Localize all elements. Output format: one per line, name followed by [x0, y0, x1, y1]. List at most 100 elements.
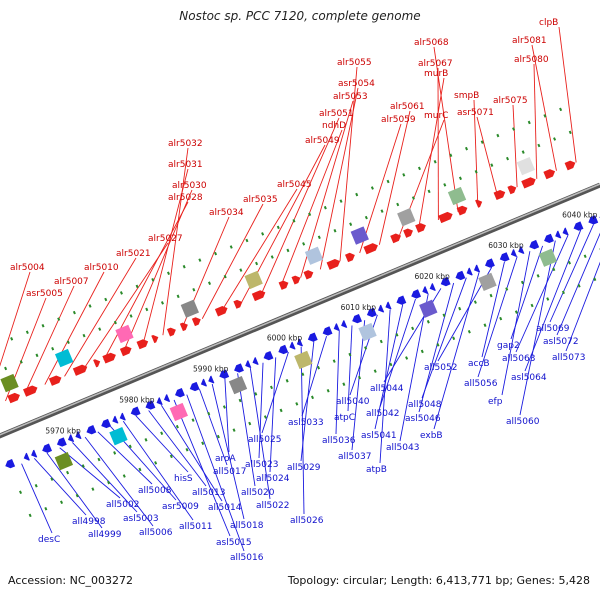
track-dot: [527, 120, 531, 125]
reverse-gene-arrow: [296, 338, 303, 347]
track-dot: [473, 300, 477, 304]
gene-label-forward: alr5055: [337, 58, 372, 68]
track-dot: [276, 225, 280, 230]
track-dot: [512, 127, 516, 131]
track-dot: [474, 169, 478, 174]
track-dot: [285, 379, 289, 383]
leader-line: [97, 431, 153, 485]
track-dot: [358, 375, 362, 380]
track-dot: [60, 500, 64, 504]
forward-gene-arrow: [326, 258, 341, 270]
gene-label-forward: alr5028: [168, 193, 203, 203]
track-dot: [480, 140, 484, 144]
reverse-gene-arrow: [208, 375, 215, 384]
track-dot: [4, 366, 8, 371]
cog-box: [478, 272, 497, 292]
leader-line: [269, 357, 277, 473]
track-dot: [326, 388, 330, 393]
track-dot: [248, 421, 252, 426]
gene-label-forward: asr5071: [457, 108, 494, 118]
forward-gene-arrow: [102, 352, 116, 364]
track-dot: [50, 477, 54, 481]
leader-line: [549, 224, 594, 323]
gene-label-reverse: all5024: [256, 474, 290, 484]
track-dot: [559, 107, 563, 112]
reverse-gene-arrow: [175, 388, 185, 398]
track-dot: [223, 274, 227, 279]
track-dot: [25, 330, 29, 335]
backbone-highlight: [0, 183, 600, 436]
gene-label-reverse: all5026: [290, 516, 324, 526]
forward-gene-arrow: [543, 169, 556, 180]
track-dot: [182, 264, 186, 269]
cog-box: [294, 350, 313, 370]
track-dot: [317, 235, 321, 240]
reverse-gene-arrow: [189, 381, 200, 392]
leader-line: [103, 201, 189, 361]
track-dot: [339, 199, 343, 203]
leader-line: [378, 110, 411, 245]
track-dot: [214, 251, 218, 256]
reverse-gene-arrow: [555, 230, 562, 239]
reverse-gene-arrow: [67, 434, 75, 443]
track-dot: [505, 287, 509, 291]
reverse-gene-arrow: [156, 397, 163, 406]
gene-label-forward: alr5075: [493, 96, 528, 106]
gene-label-forward: smpB: [454, 91, 479, 101]
track-dot: [561, 290, 565, 295]
gene-label-forward: alr5061: [390, 102, 425, 112]
leader-line: [477, 256, 518, 378]
forward-gene-arrow: [278, 280, 289, 290]
track-dot: [521, 150, 525, 154]
leader-line: [379, 298, 416, 408]
leader-line: [21, 463, 53, 534]
reverse-gene-arrow: [101, 418, 112, 429]
reverse-gene-arrow: [396, 295, 407, 305]
reverse-gene-arrow: [234, 363, 244, 373]
reverse-gene-arrow: [322, 326, 333, 336]
forward-gene-arrow: [166, 327, 176, 337]
gene-label-forward: alr5051: [319, 109, 354, 119]
leader-line: [531, 44, 557, 171]
track-dot: [91, 487, 95, 491]
leader-line: [300, 100, 354, 278]
gene-label-reverse: all5044: [370, 384, 404, 394]
track-dot: [44, 507, 48, 511]
forward-gene-arrow: [345, 252, 355, 263]
leader-line: [221, 188, 298, 311]
leader-line: [201, 203, 264, 319]
track-dot: [386, 179, 390, 184]
gene-label-reverse: all5008: [138, 486, 172, 496]
leader-line: [199, 389, 228, 466]
gene-label-forward: ndhD: [322, 121, 346, 131]
track-dot: [19, 490, 23, 495]
track-dot: [286, 248, 290, 253]
reverse-gene-arrow: [42, 443, 53, 453]
reverse-gene-arrow: [352, 313, 363, 324]
leader-line: [173, 399, 231, 537]
genome-backbone: [0, 182, 600, 439]
gene-label-reverse: asl5033: [288, 418, 324, 428]
track-dot: [364, 215, 368, 220]
track-dot: [229, 245, 233, 249]
track-dot: [239, 268, 243, 272]
track-dot: [57, 317, 61, 321]
backbone-line: [0, 182, 600, 439]
gene-label-reverse: all5060: [506, 417, 540, 427]
forward-gene-arrow: [521, 177, 536, 189]
forward-gene-arrow: [475, 199, 483, 208]
cog-box: [54, 348, 74, 368]
forward-gene-arrow: [251, 290, 266, 302]
track-dot: [593, 277, 597, 282]
gene-label-reverse: all5018: [230, 521, 264, 531]
reverse-gene-arrow: [333, 323, 340, 331]
reverse-gene-arrow: [56, 437, 67, 447]
topology-label: Topology: circular; Length: 6,413,771 bp…: [287, 574, 590, 587]
track-dot: [66, 340, 70, 344]
forward-gene-arrow: [291, 275, 301, 285]
leader-line: [59, 447, 121, 499]
track-dot: [151, 278, 155, 282]
leader-line: [260, 117, 340, 295]
gene-label-forward: alr5004: [10, 263, 45, 273]
reverse-gene-arrow: [544, 233, 554, 244]
